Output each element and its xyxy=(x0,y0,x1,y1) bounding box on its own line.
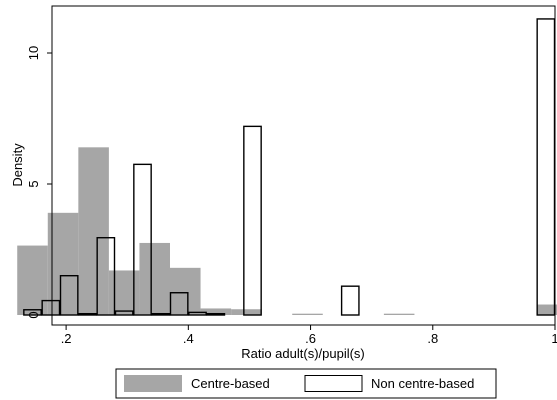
x-axis: .2 .4 .6 .8 1 xyxy=(61,325,557,346)
x-tick-label: .6 xyxy=(305,331,316,346)
non-centre-based-bar xyxy=(243,125,262,316)
non-centre-based-bar xyxy=(96,237,116,316)
non-centre-based-bar xyxy=(23,309,42,316)
x-tick-label: .4 xyxy=(183,331,194,346)
y-axis: 0 5 10 xyxy=(26,46,52,319)
legend: Centre-based Non centre-based xyxy=(115,368,497,399)
y-tick-label: 5 xyxy=(26,180,41,187)
centre-based-bar xyxy=(231,309,262,315)
non-centre-based-bar xyxy=(536,18,556,316)
centre-based-bar xyxy=(292,313,323,315)
legend-swatch-non-centre-based xyxy=(304,375,363,392)
centre-based-bar xyxy=(47,212,79,315)
centre-based-bar xyxy=(536,304,557,315)
centre-based-bar xyxy=(383,313,415,315)
x-tick-label: .8 xyxy=(427,331,438,346)
centre-based-bar xyxy=(139,242,170,315)
plot-frame xyxy=(51,5,556,326)
legend-swatch-centre-based xyxy=(124,375,182,392)
centre-based-bar xyxy=(200,308,232,315)
x-tick-label: .2 xyxy=(61,331,72,346)
non-centre-based-bar xyxy=(59,275,79,316)
centre-based-bar xyxy=(78,147,109,315)
non-centre-based-bar xyxy=(206,312,226,316)
legend-label-centre-based: Centre-based xyxy=(191,376,270,391)
y-axis-title: Density xyxy=(10,143,25,187)
non-centre-based-bar xyxy=(169,292,189,316)
non-centre-based-bars xyxy=(23,18,556,316)
legend-label-non-centre-based: Non centre-based xyxy=(371,376,474,391)
x-tick-label: 1 xyxy=(551,331,557,346)
non-centre-based-bar xyxy=(114,310,134,316)
non-centre-based-bar xyxy=(41,299,61,316)
x-axis-title: Ratio adult(s)/pupil(s) xyxy=(241,346,365,361)
non-centre-based-bar xyxy=(133,163,152,316)
non-centre-based-bar xyxy=(78,312,97,316)
y-tick-label: 10 xyxy=(26,46,41,60)
centre-based-bar xyxy=(170,267,201,315)
y-tick-label: 0 xyxy=(26,311,41,318)
non-centre-based-bar xyxy=(340,285,360,316)
non-centre-based-bar xyxy=(151,312,171,316)
non-centre-based-bar xyxy=(188,311,207,316)
